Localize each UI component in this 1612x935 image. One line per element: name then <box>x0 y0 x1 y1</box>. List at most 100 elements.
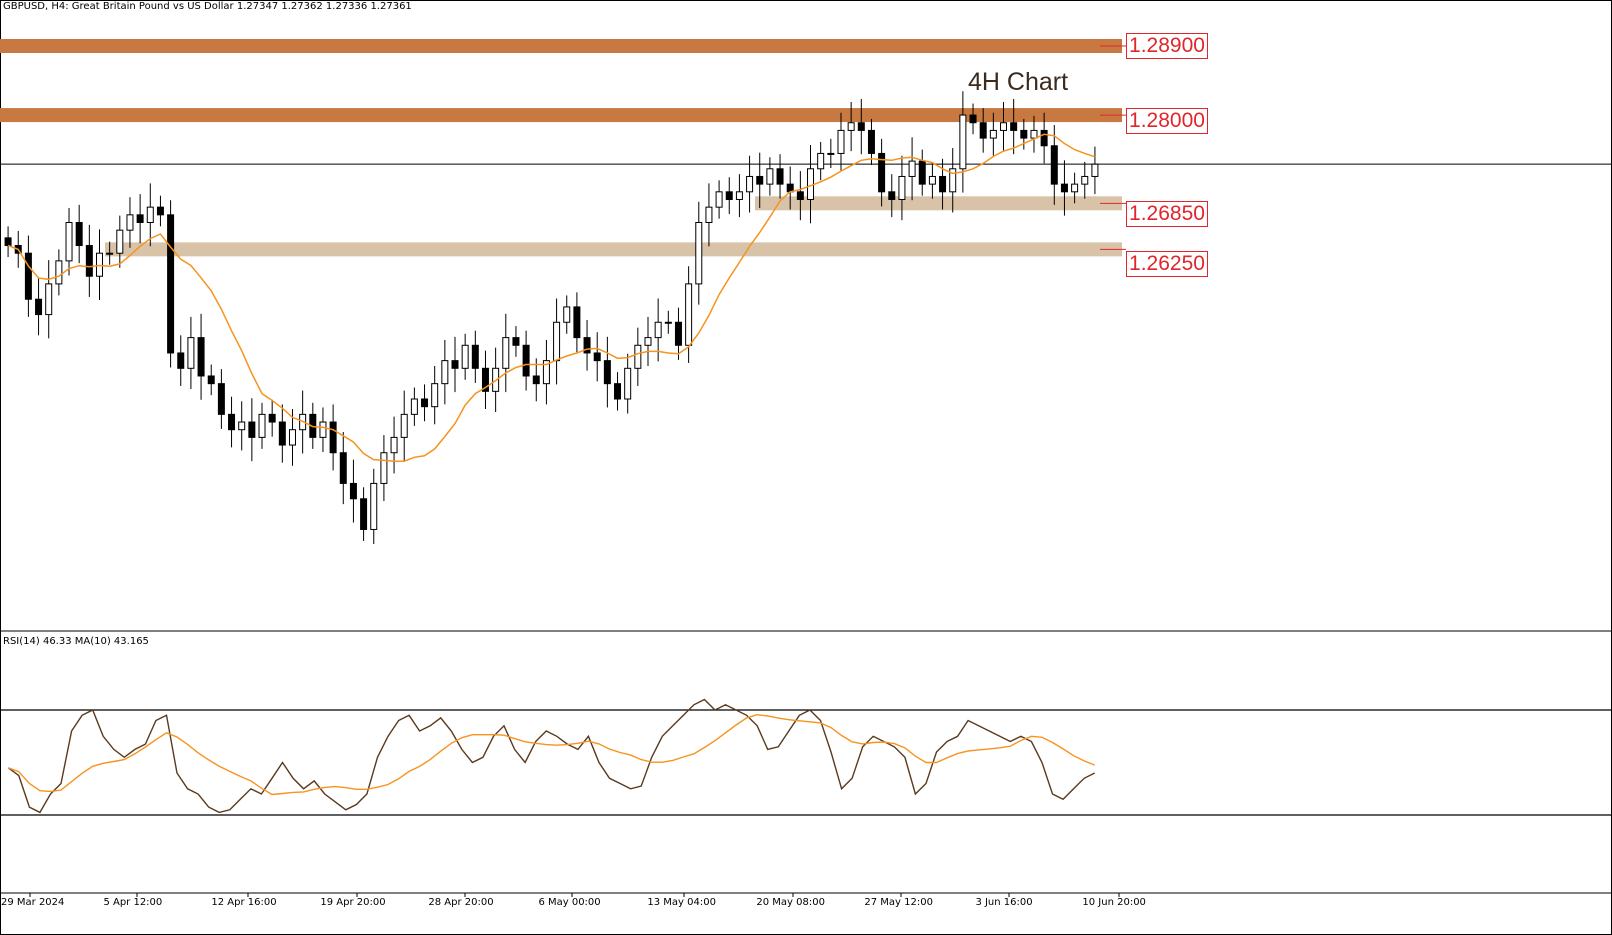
candle <box>461 333 469 380</box>
candle <box>481 350 489 409</box>
candle <box>187 316 195 390</box>
candle <box>95 229 103 301</box>
candles <box>4 91 1099 545</box>
candle <box>167 200 175 368</box>
candle <box>278 404 286 463</box>
x-tick-label: 5 Apr 12:00 <box>103 897 163 908</box>
x-tick-label: 27 May 12:00 <box>864 897 933 908</box>
candle <box>421 384 429 422</box>
candle <box>725 177 733 215</box>
candle <box>197 313 205 400</box>
x-tick-label: 19 Apr 20:00 <box>320 897 386 908</box>
candle <box>644 316 652 367</box>
candle <box>949 148 957 213</box>
candle <box>75 204 83 264</box>
candle <box>1040 112 1048 164</box>
candle <box>370 468 378 545</box>
candle <box>431 366 439 425</box>
candle <box>45 260 53 339</box>
candle <box>1071 172 1079 204</box>
candle <box>583 319 591 371</box>
rsi-header: RSI(14) 46.33 MA(10) 43.165 <box>3 636 149 647</box>
candle <box>106 241 114 265</box>
candle <box>857 98 865 155</box>
symbol-header: GBPUSD, H4: Great Britain Pound vs US Do… <box>3 1 412 12</box>
candle <box>339 432 347 505</box>
rsi-ma-line <box>8 713 1095 796</box>
candle <box>624 353 632 414</box>
candle <box>837 112 845 172</box>
candle <box>400 390 408 462</box>
candle <box>177 335 185 386</box>
candle <box>989 112 997 156</box>
candle <box>319 407 327 452</box>
candle <box>258 402 266 449</box>
candle <box>4 226 12 258</box>
candle <box>1091 146 1099 195</box>
candle <box>85 224 93 297</box>
candle <box>1010 98 1018 155</box>
candle <box>329 404 337 471</box>
candle <box>969 103 977 135</box>
candle <box>542 339 550 405</box>
x-tick-label: 20 May 08:00 <box>756 897 825 908</box>
candle <box>116 215 124 268</box>
candle <box>136 194 144 244</box>
rsi-line <box>7 698 1096 814</box>
candle <box>207 364 215 396</box>
candle <box>1081 161 1089 199</box>
candle <box>898 155 906 221</box>
candle <box>888 174 896 218</box>
candle <box>695 201 703 305</box>
x-tick-label: 12 Apr 16:00 <box>211 897 277 908</box>
candle <box>410 387 418 426</box>
level-band-4 <box>105 242 1122 257</box>
candle <box>766 157 774 196</box>
candle <box>959 91 967 193</box>
candle <box>715 180 723 219</box>
candle <box>360 487 368 541</box>
candle <box>248 398 256 462</box>
candle <box>35 278 43 336</box>
candle <box>817 141 825 181</box>
candle <box>878 138 886 207</box>
candle <box>65 207 73 276</box>
candle <box>867 118 875 165</box>
x-tick-label: 13 May 04:00 <box>647 897 716 908</box>
level-label-4: 1.26250 <box>1126 251 1208 277</box>
rsi-panel <box>0 698 1612 816</box>
candle <box>918 149 926 196</box>
candle <box>268 399 276 437</box>
candle <box>1020 118 1028 150</box>
candle <box>573 292 581 353</box>
candle <box>776 154 784 199</box>
candle <box>502 313 510 393</box>
candle <box>979 108 987 153</box>
price-ma-line <box>7 133 1096 462</box>
candle <box>664 310 672 334</box>
x-tick-label: 3 Jun 16:00 <box>975 897 1033 908</box>
level-band-3 <box>755 196 1122 211</box>
candle <box>735 174 743 218</box>
candle <box>939 158 947 210</box>
candle <box>532 358 540 402</box>
candle <box>614 372 622 411</box>
candle <box>55 249 63 296</box>
candle <box>827 138 835 169</box>
candle <box>756 152 764 208</box>
candle <box>674 307 682 360</box>
candle <box>928 161 936 199</box>
candle <box>603 336 611 408</box>
level-band-2 <box>0 108 1122 123</box>
candle <box>288 408 296 466</box>
candle <box>1060 160 1068 216</box>
candle <box>847 102 855 152</box>
candle <box>238 401 246 451</box>
candle <box>380 435 388 502</box>
candle <box>522 330 530 391</box>
candle <box>512 326 520 357</box>
x-tick-label: 10 Jun 20:00 <box>1082 897 1146 908</box>
candle <box>156 195 164 227</box>
